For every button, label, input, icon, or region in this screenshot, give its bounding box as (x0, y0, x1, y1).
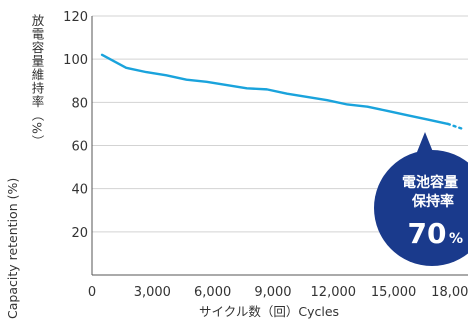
callout-value: 70 (408, 217, 447, 250)
x-tick-label: 9,000 (254, 285, 291, 300)
axes (91, 16, 468, 276)
x-tick-label: 6,000 (194, 285, 231, 300)
y-tick-label: 60 (71, 140, 88, 155)
callout-unit: % (449, 231, 463, 247)
projection-line (446, 122, 466, 131)
x-tick-label: 0 (88, 285, 96, 300)
y-tick-label: 40 (71, 183, 88, 198)
x-tick-label: 18,000 (431, 285, 468, 300)
capacity-callout: 電池容量 保持率 70 % (374, 132, 468, 266)
x-tick-label: 15,000 (371, 285, 417, 300)
callout-line1: 電池容量 (402, 174, 458, 191)
y-tick-label: 80 (71, 96, 88, 111)
y-tick-label: 100 (63, 53, 88, 68)
y-ticks: 20 40 60 80 100 120 (63, 10, 88, 241)
callout-circle (374, 150, 468, 266)
x-ticks: 0 3,000 6,000 9,000 12,000 15,000 18,000 (88, 285, 468, 300)
x-tick-label: 3,000 (134, 285, 171, 300)
y-tick-label: 120 (63, 10, 88, 25)
y-axis-title-ja: 放電容量維持率（%） (30, 13, 45, 148)
callout-line2: 保持率 (411, 193, 454, 210)
y-axis-title-en: Capacity retention (%) (5, 178, 20, 319)
x-axis-title: サイクル数（回）Cycles (199, 304, 339, 319)
x-tick-label: 12,000 (311, 285, 357, 300)
series (100, 53, 466, 131)
y-tick-label: 20 (71, 226, 88, 241)
series-line (100, 53, 450, 126)
